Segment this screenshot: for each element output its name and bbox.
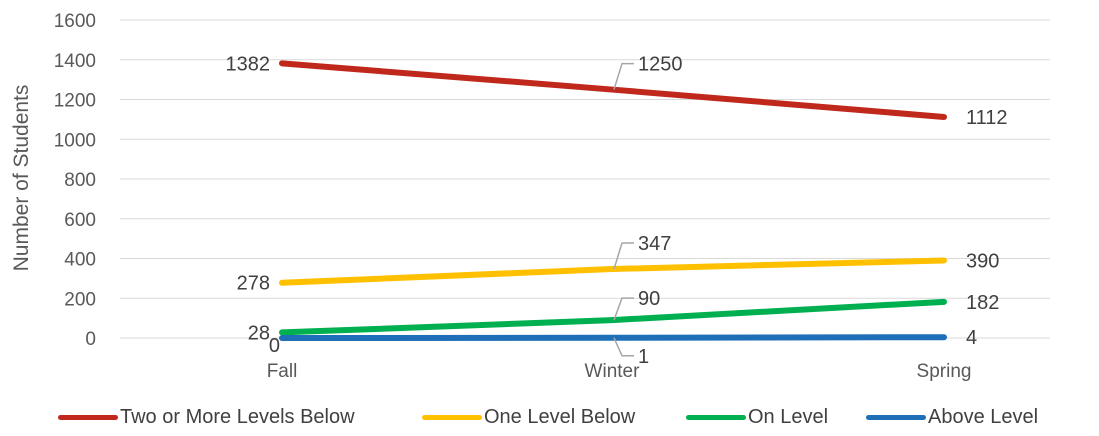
series-line (279, 60, 947, 120)
y-tick-label: 800 (64, 170, 96, 191)
y-tick-label: 400 (64, 250, 96, 271)
data-label: 4 (966, 327, 977, 349)
data-label: 278 (237, 273, 270, 295)
y-tick-label: 600 (64, 210, 96, 231)
y-tick-label: 200 (64, 289, 96, 310)
legend-swatch (58, 415, 118, 420)
data-label: 28 (248, 322, 270, 344)
leader-line (613, 62, 634, 90)
series-lines (279, 60, 947, 341)
legend-swatch (866, 415, 926, 420)
y-tick-label: 1400 (54, 51, 96, 72)
legend-swatch (686, 415, 746, 420)
series-line (279, 257, 947, 286)
label-leader-lines (613, 62, 634, 357)
data-label: 390 (966, 250, 999, 272)
legend-item: Above Level (866, 406, 1038, 429)
data-label: 347 (638, 233, 671, 255)
series-line (279, 298, 947, 336)
series-line (279, 334, 947, 341)
y-tick-label: 1000 (54, 130, 96, 151)
data-label: 0 (269, 335, 280, 357)
legend: Two or More Levels Below One Level Below O… (0, 406, 1099, 436)
x-tick-label: Winter (585, 361, 641, 382)
data-label: 1382 (226, 53, 271, 75)
legend-label: One Level Below (484, 406, 636, 428)
legend-label: Above Level (928, 406, 1039, 428)
legend-item: One Level Below (422, 406, 635, 429)
data-label: 90 (638, 288, 660, 310)
y-tick-label: 0 (85, 329, 96, 350)
data-label: 1112 (966, 107, 1008, 129)
legend-label: On Level (748, 406, 829, 428)
legend-label: Two or More Levels Below (120, 406, 355, 428)
y-tick-label: 1600 (54, 11, 96, 32)
legend-swatch (422, 415, 482, 420)
y-axis-label: Number of Students (10, 85, 33, 272)
x-tick-label: Spring (917, 361, 972, 382)
data-label: 1250 (638, 54, 683, 76)
x-axis-ticks: Fall Winter Spring (267, 361, 972, 382)
legend-item: Two or More Levels Below (58, 406, 355, 429)
leader-line (613, 242, 634, 270)
data-label: 1 (638, 346, 649, 368)
y-axis-ticks: 0 200 400 600 800 1000 1200 1400 1600 (54, 11, 96, 350)
line-chart: 0 200 400 600 800 1000 1200 1400 1600 Fall Winter… (10, 11, 1050, 382)
y-tick-label: 1200 (54, 91, 96, 112)
data-label: 182 (966, 292, 999, 314)
x-tick-label: Fall (267, 361, 298, 382)
legend-item: On Level (686, 406, 828, 429)
gridlines (120, 19, 1050, 339)
data-labels: 1382 1250 1112 278 347 390 28 90 182 0 1 4 (226, 53, 1008, 367)
leader-line (613, 337, 634, 357)
leader-line (613, 297, 634, 321)
